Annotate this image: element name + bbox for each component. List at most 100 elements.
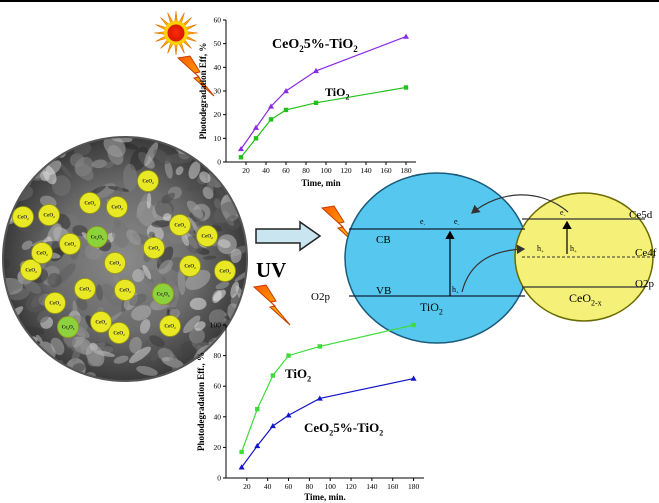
sem-grain [26, 138, 50, 156]
data-point [268, 103, 274, 109]
sem-particle: CeO2 [74, 278, 96, 300]
y-tick-label: 100 [210, 321, 222, 330]
sem-grain [189, 207, 205, 222]
particle-label: CeO2 [119, 289, 131, 294]
sem-grain [163, 213, 172, 222]
x-tick-label: 120 [340, 166, 352, 175]
x-tick-label: 80 [306, 482, 314, 491]
series-label: CeO25%-TiO2 [304, 420, 383, 438]
sem-grain [131, 305, 152, 321]
sem-grain [139, 319, 151, 334]
sem-grain [30, 293, 45, 308]
data-point [238, 464, 245, 470]
particle-label: CeO2 [201, 235, 213, 240]
sun-ray [186, 31, 199, 35]
sem-particle: CeO2 [108, 322, 130, 344]
sem-grain [87, 353, 102, 367]
sem-grain [194, 321, 206, 331]
x-tick-label: 40 [262, 166, 270, 175]
sem-grain [92, 159, 108, 169]
data-point [253, 124, 259, 130]
sem-grain [164, 160, 173, 179]
sem-grain [47, 272, 62, 288]
o2p-right-label: O2p [635, 278, 654, 290]
sem-grain [21, 240, 33, 250]
sem-grain [128, 346, 151, 364]
particle-label: CeO2 [184, 265, 196, 270]
sem-grain [213, 198, 222, 209]
x-tick-label: 140 [360, 166, 372, 175]
particle-label: CeO2 [219, 270, 231, 275]
sem-grain [122, 163, 138, 192]
data-point [317, 344, 322, 349]
sem-grain [208, 309, 227, 326]
x-tick-label: 180 [400, 166, 412, 175]
sem-grain [4, 259, 10, 269]
x-axis-label: Time, min [301, 178, 340, 188]
sun-ray [174, 43, 178, 56]
sem-grain [213, 289, 226, 302]
data-point [270, 373, 276, 378]
sun-ray [153, 31, 166, 35]
particle-label: CeO2 [25, 269, 37, 274]
sem-particle: CeO2 [159, 315, 181, 337]
x-tick-label: 20 [243, 482, 251, 491]
sem-grain [10, 326, 20, 332]
data-point [285, 412, 292, 418]
sem-particle: CeO2 [20, 259, 42, 281]
particle-label: Ce2O3 [157, 293, 170, 298]
y-tick-label: 60 [214, 382, 222, 391]
series-label: CeO25%-TiO2 [272, 37, 358, 54]
particle-label: CeO2 [17, 216, 29, 221]
x-tick-label: 60 [282, 166, 290, 175]
hole-label: h+ [570, 244, 577, 255]
sun-core [167, 24, 185, 42]
sem-particle: CeO2 [59, 233, 81, 255]
series-line [241, 324, 414, 453]
sem-particle: CeO2 [137, 170, 159, 192]
sem-grain [149, 335, 165, 347]
data-point [238, 155, 244, 160]
sem-grain [211, 224, 223, 232]
particle-label: CeO2 [36, 252, 48, 257]
y-tick-label: 50 [214, 39, 222, 48]
o2p-left-label: O2p [311, 291, 330, 303]
sem-grain [136, 193, 148, 219]
sem-grain [47, 360, 63, 374]
sem-grain [50, 337, 65, 356]
sem-image: CeO2 CeO2 CeO2 CeO2 CeO2 Ce2O3 CeO2 CeO2 CeO2 CeO… [2, 136, 248, 382]
sem-grain [4, 138, 11, 147]
sem-grain [183, 140, 196, 151]
sem-grain [230, 281, 240, 298]
sem-grain [228, 360, 246, 380]
tio2-label: TiO2 [420, 300, 443, 316]
cb-label: CB [376, 234, 391, 246]
sun-icon [153, 10, 199, 56]
sem-particle: CeO2 [31, 242, 53, 264]
sem-grain [121, 141, 138, 150]
sem-grain [51, 175, 71, 196]
data-point [239, 449, 244, 455]
sem-grain [218, 239, 231, 249]
sem-grain [22, 140, 41, 153]
x-tick-label: 100 [320, 166, 332, 175]
y-tick-label: 10 [214, 134, 222, 143]
sem-particle: Ce2O3 [86, 226, 108, 248]
sem-particle: CeO2 [12, 206, 34, 228]
sem-grain [15, 346, 23, 356]
x-tick-label: 120 [345, 482, 357, 491]
series-label: TiO2 [285, 366, 311, 384]
sem-grain [161, 194, 170, 202]
sem-grain [216, 360, 234, 380]
sem-grain [150, 353, 160, 361]
sem-grain [234, 268, 246, 282]
y-axis-label: Photodegradation Eff., % [196, 352, 206, 451]
sem-grain [95, 284, 104, 301]
particle-label: CeO2 [174, 224, 186, 229]
ce5d-label: Ce5d [629, 209, 653, 221]
sem-grain [132, 268, 145, 283]
sem-grain [153, 149, 171, 165]
series-line [240, 86, 407, 158]
sem-particle: CeO2 [143, 237, 165, 259]
sem-grain [188, 161, 201, 180]
